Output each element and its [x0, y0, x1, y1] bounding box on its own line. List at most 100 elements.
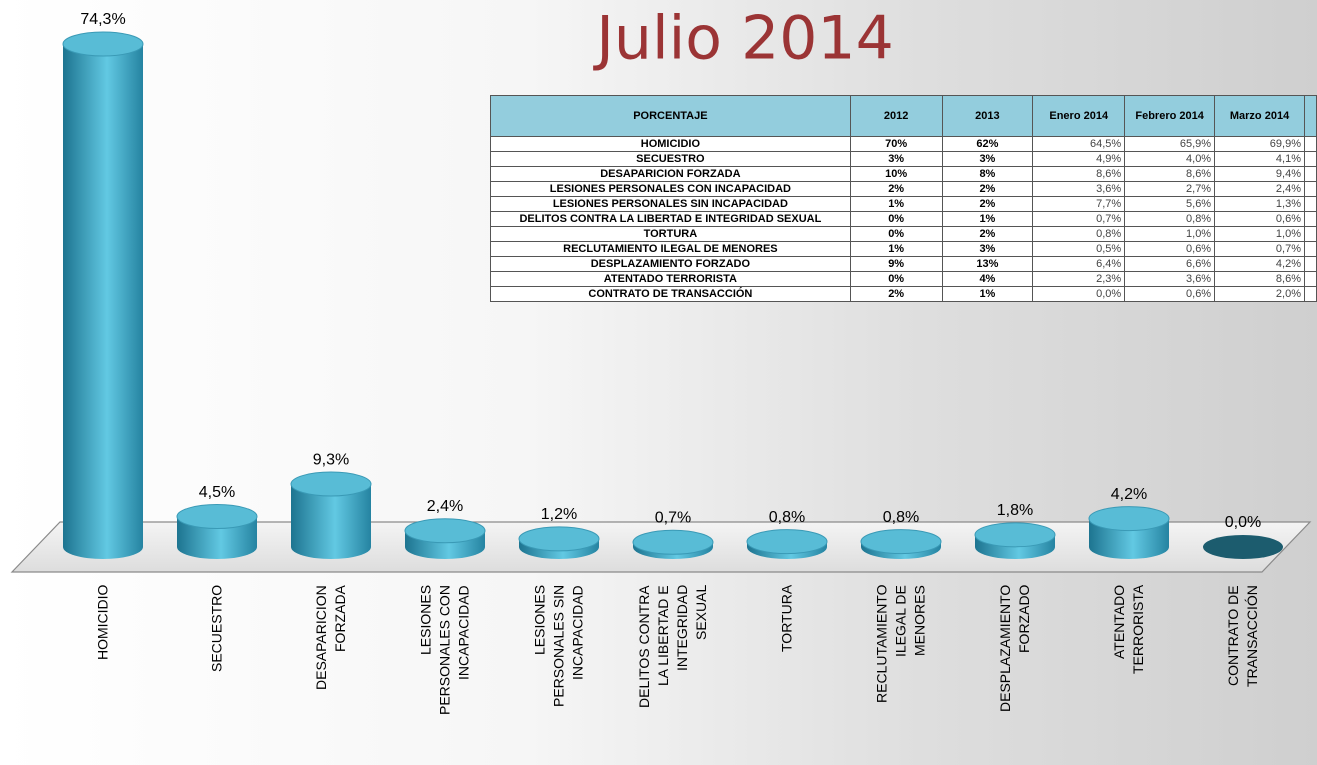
table-cell: 4,0% [1124, 151, 1216, 167]
table-cell: 70% [849, 136, 943, 152]
table-cell: 1,0% [1124, 226, 1216, 242]
table-cell: 3,6% [1032, 181, 1126, 197]
table-cell: 3% [941, 241, 1034, 257]
table-cell: 2% [941, 181, 1034, 197]
x-tick-label: LESIONES PERSONALES SIN INCAPACIDAD [531, 585, 586, 708]
table-cell: 5,6% [1124, 196, 1216, 212]
value-label: 4,5% [199, 484, 235, 501]
table-cell: DESPLAZAMIENTO FORZADO [490, 256, 851, 272]
table-cell: DELITOS CONTRA LA LIBERTAD E INTEGRIDAD … [490, 211, 851, 227]
data-table: PORCENTAJE 2012 2013 Enero 2014 Febrero 2014… [490, 95, 1317, 302]
header-cell: Febrero 2014 [1124, 95, 1216, 137]
cylinder-body [291, 484, 371, 559]
table-cell-cut [1303, 241, 1317, 257]
cylinder-top [746, 529, 828, 555]
table-cell: 0,0% [1032, 286, 1126, 302]
table-cell: 6,6% [1124, 256, 1216, 272]
table-cell: DESAPARICION FORZADA [490, 166, 851, 182]
table-cell: 3% [849, 151, 943, 167]
table-cell: 2,4% [1214, 181, 1305, 197]
value-label: 0,8% [883, 509, 919, 526]
table-cell: CONTRATO DE TRANSACCIÓN [490, 286, 851, 302]
value-label: 4,2% [1111, 486, 1147, 503]
x-tick-label: DESPLAZAMIENTO FORZADO [997, 585, 1032, 713]
table-cell: 62% [941, 136, 1034, 152]
table-cell: TORTURA [490, 226, 851, 242]
cylinder-body [63, 43, 143, 559]
table-cell: 0% [849, 226, 943, 242]
x-tick-label: ATENTADO TERRORISTA [1111, 585, 1146, 675]
table-cell: 0,6% [1124, 286, 1216, 302]
x-tick-label: SECUESTRO [208, 585, 225, 673]
x-tick-label: CONTRATO DE TRANSACCIÓN [1225, 585, 1260, 687]
table-cell: 0,8% [1124, 211, 1216, 227]
table-cell: 8,6% [1124, 166, 1216, 182]
table-cell-cut [1303, 181, 1317, 197]
x-tick-label: HOMICIDIO [94, 585, 111, 661]
cylinder-top [404, 518, 486, 544]
table-row: DESAPARICION FORZADA 10% 8% 8,6% 8,6% 9,4% [490, 166, 1317, 182]
table-cell: 13% [941, 256, 1034, 272]
table-cell: 1% [849, 196, 943, 212]
cylinder-top [860, 529, 942, 555]
table-cell: 9% [849, 256, 943, 272]
table-cell: 2,3% [1032, 271, 1126, 287]
value-label: 74,3% [80, 11, 125, 28]
chart-title: Julio 2014 [592, 4, 894, 74]
cylinder-top [518, 526, 600, 552]
value-label: 2,4% [427, 498, 463, 515]
table-cell: 1% [941, 286, 1034, 302]
table-cell: 2,7% [1124, 181, 1216, 197]
table-cell: 1% [849, 241, 943, 257]
table-cell: LESIONES PERSONALES CON INCAPACIDAD [490, 181, 851, 197]
table-cell: 7,7% [1032, 196, 1126, 212]
table-cell: 4,9% [1032, 151, 1126, 167]
table-cell: 0% [849, 271, 943, 287]
table-cell: HOMICIDIO [490, 136, 851, 152]
table-row: LESIONES PERSONALES SIN INCAPACIDAD 1% 2% 7… [490, 196, 1317, 212]
table-row: RECLUTAMIENTO ILEGAL DE MENORES 1% 3% 0,5% 0… [490, 241, 1317, 257]
table-cell: 0,7% [1214, 241, 1305, 257]
table-cell: LESIONES PERSONALES SIN INCAPACIDAD [490, 196, 851, 212]
table-row: CONTRATO DE TRANSACCIÓN 2% 1% 0,0% 0,6% 2,0% [490, 286, 1317, 302]
table-cell-cut [1303, 226, 1317, 242]
table-cell: 1% [941, 211, 1034, 227]
table-cell: ATENTADO TERRORISTA [490, 271, 851, 287]
x-tick-label: DESAPARICION FORZADA [313, 585, 348, 690]
x-tick-label: TORTURA [778, 585, 795, 653]
table-cell: 8,6% [1214, 271, 1305, 287]
table-cell: 4,2% [1214, 256, 1305, 272]
x-tick-label: LESIONES PERSONALES CON INCAPACIDAD [417, 585, 472, 715]
table-cell: 0,6% [1124, 241, 1216, 257]
cylinder-top [62, 31, 144, 57]
table-body: HOMICIDIO 70% 62% 64,5% 65,9% 69,9% SECUESTRO 3… [490, 136, 1317, 302]
cylinder-top [290, 471, 372, 497]
cylinder-top [632, 529, 714, 555]
value-label: 1,2% [541, 506, 577, 523]
table-cell: 0,6% [1214, 211, 1305, 227]
table-cell-cut [1303, 196, 1317, 212]
table-cell-cut [1303, 151, 1317, 167]
header-cell: Enero 2014 [1032, 95, 1126, 137]
table-cell: 2% [849, 286, 943, 302]
table-cell: 64,5% [1032, 136, 1126, 152]
table-row: DELITOS CONTRA LA LIBERTAD E INTEGRIDAD … [490, 211, 1317, 227]
cylinder-top [176, 504, 258, 530]
table-cell: 1,3% [1214, 196, 1305, 212]
cylinder-top [1088, 506, 1170, 532]
table-cell: 69,9% [1214, 136, 1305, 152]
table-row: TORTURA 0% 2% 0,8% 1,0% 1,0% [490, 226, 1317, 242]
table-row: LESIONES PERSONALES CON INCAPACIDAD 2% 2% 3… [490, 181, 1317, 197]
table-cell-cut [1303, 211, 1317, 227]
table-cell: 2% [941, 226, 1034, 242]
table-cell: 3% [941, 151, 1034, 167]
table-cell: 1,0% [1214, 226, 1305, 242]
x-tick-label: DELITOS CONTRA LA LIBERTAD E INTEGRIDAD … [636, 585, 709, 708]
table-cell: 6,4% [1032, 256, 1126, 272]
table-row: DESPLAZAMIENTO FORZADO 9% 13% 6,4% 6,6% 4,2% [490, 256, 1317, 272]
table-cell-cut [1303, 271, 1317, 287]
table-cell: 0% [849, 211, 943, 227]
table-cell: RECLUTAMIENTO ILEGAL DE MENORES [490, 241, 851, 257]
